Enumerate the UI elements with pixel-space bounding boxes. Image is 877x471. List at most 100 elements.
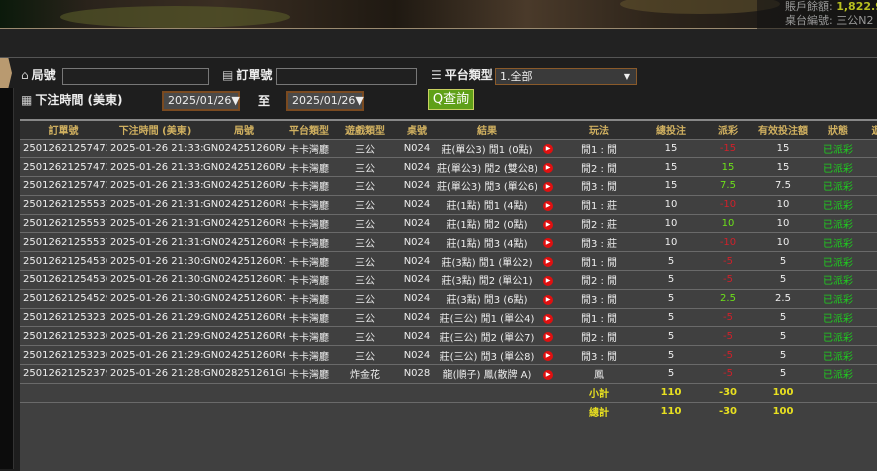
- video-cell: ▶: [537, 364, 559, 384]
- to-label: 至: [258, 94, 271, 108]
- cell-table-no: N024: [397, 288, 437, 309]
- platform-select[interactable]: 1.全部 ▼: [495, 68, 637, 85]
- play-video-icon[interactable]: ▶: [543, 163, 553, 174]
- cell-platform: 卡卡灣廳: [285, 326, 333, 346]
- cell-valid-bet: 5: [753, 307, 813, 327]
- cell-bet-time: 2025-01-26 21:29:04: [107, 345, 203, 365]
- cell-table-no: N024: [397, 270, 437, 290]
- cell-play-type: 閒1 : 莊: [559, 194, 639, 215]
- header-game-correction: 遊戲校正: [863, 121, 877, 139]
- play-video-icon[interactable]: ▶: [543, 238, 553, 249]
- cell-game-correction: -: [863, 270, 877, 290]
- play-video-icon[interactable]: ▶: [543, 369, 553, 380]
- play-video-icon[interactable]: ▶: [543, 294, 553, 305]
- spacer: [863, 382, 877, 403]
- video-cell: ▶: [537, 270, 559, 290]
- cell-round-no: GN024251260R8: [203, 194, 285, 215]
- table-row: 2501262125323082025-01-26 21:29:04GN0242…: [20, 345, 877, 365]
- play-video-icon[interactable]: ▶: [543, 313, 553, 324]
- play-video-icon[interactable]: ▶: [543, 275, 553, 286]
- cell-game-correction: -: [863, 213, 877, 233]
- cell-game-type: 炸金花: [333, 364, 397, 384]
- table-row: 2501262125237932025-01-26 21:28:02GN0282…: [20, 364, 877, 384]
- order-label: ▤ 訂單號: [222, 66, 272, 83]
- cell-game-type: 三公: [333, 138, 397, 158]
- play-video-icon[interactable]: ▶: [543, 144, 553, 155]
- header-table-no: 桌號: [397, 121, 437, 139]
- cell-valid-bet: 15: [753, 138, 813, 158]
- cell-status: 已派彩: [813, 138, 863, 158]
- header-result: 結果: [437, 121, 537, 139]
- play-video-icon[interactable]: ▶: [543, 200, 553, 211]
- table-row: 2501262125553702025-01-26 21:31:46GN0242…: [20, 232, 877, 252]
- table-row: 2501262125747242025-01-26 21:33:53GN0242…: [20, 176, 877, 196]
- cell-payout: 10: [703, 213, 753, 233]
- cell-play-type: 閒1 : 閒: [559, 138, 639, 158]
- cell-total-bet: 10: [639, 232, 703, 252]
- cell-payout: -5: [703, 270, 753, 290]
- order-input[interactable]: [276, 68, 417, 85]
- cell-play-type: 閒1 : 閒: [559, 251, 639, 271]
- cell-round-no: GN024251260R7: [203, 270, 285, 290]
- panel-tab-handle[interactable]: [0, 58, 12, 88]
- date-from-picker[interactable]: 2025/01/26▼: [162, 91, 240, 111]
- cell-status: 已派彩: [813, 232, 863, 252]
- video-cell: ▶: [537, 138, 559, 158]
- cell-order-no: 250126212532309: [20, 326, 107, 346]
- cell-total-bet: 5: [639, 364, 703, 384]
- cell-valid-bet: 15: [753, 157, 813, 177]
- video-cell: ▶: [537, 307, 559, 327]
- platform-selected: 1.全部: [500, 70, 533, 83]
- cell-bet-time: 2025-01-26 21:30:33: [107, 270, 203, 290]
- play-video-icon[interactable]: ▶: [543, 181, 553, 192]
- cell-bet-time: 2025-01-26 21:33:53: [107, 157, 203, 177]
- cell-bet-time: 2025-01-26 21:31:46: [107, 194, 203, 215]
- cell-payout: -5: [703, 307, 753, 327]
- platform-label: ☰ 平台類型: [431, 66, 493, 83]
- cell-total-bet: 5: [639, 251, 703, 271]
- cell-game-type: 三公: [333, 232, 397, 252]
- cell-result: 莊(3點) 閒1 (單公2): [437, 251, 537, 271]
- cell-order-no: 250126212545301: [20, 251, 107, 271]
- cell-total-bet: 15: [639, 157, 703, 177]
- summary-valid-bet: 100: [753, 382, 813, 403]
- cell-payout: -5: [703, 345, 753, 365]
- cell-result: 莊(單公3) 閒2 (雙公8): [437, 157, 537, 177]
- video-cell: ▶: [537, 251, 559, 271]
- header-video: [537, 121, 559, 139]
- cell-play-type: 閒3 : 莊: [559, 232, 639, 252]
- table-row: 2501262125553712025-01-26 21:31:46GN0242…: [20, 213, 877, 233]
- round-input[interactable]: [62, 68, 209, 85]
- query-button[interactable]: Q查詢: [428, 89, 474, 110]
- header-platform: 平台類型: [285, 121, 333, 139]
- cell-result: 莊(1點) 閒2 (0點): [437, 213, 537, 233]
- cell-total-bet: 5: [639, 326, 703, 346]
- cell-valid-bet: 5: [753, 251, 813, 271]
- play-video-icon[interactable]: ▶: [543, 257, 553, 268]
- cell-valid-bet: 10: [753, 232, 813, 252]
- cell-bet-time: 2025-01-26 21:30:33: [107, 251, 203, 271]
- date-to-picker[interactable]: 2025/01/26▼: [286, 91, 364, 111]
- cell-total-bet: 5: [639, 307, 703, 327]
- cell-table-no: N024: [397, 307, 437, 327]
- cell-order-no: 250126212555371: [20, 213, 107, 233]
- cell-game-type: 三公: [333, 345, 397, 365]
- spacer: [20, 382, 559, 403]
- bet-records-table: 訂單號 下注時間 (美東) 局號 平台類型 遊戲類型 桌號 結果 玩法 總投注 派彩 有效投注額 狀態…: [20, 119, 877, 471]
- cell-round-no: GN024251260R7: [203, 251, 285, 271]
- cell-platform: 卡卡灣廳: [285, 176, 333, 196]
- play-video-icon[interactable]: ▶: [543, 219, 553, 230]
- play-video-icon[interactable]: ▶: [543, 332, 553, 343]
- cell-platform: 卡卡灣廳: [285, 157, 333, 177]
- summary-label: 總計: [559, 401, 639, 421]
- cell-status: 已派彩: [813, 157, 863, 177]
- play-video-icon[interactable]: ▶: [543, 351, 553, 362]
- table-value: 三公N2: [836, 14, 874, 27]
- cell-platform: 卡卡灣廳: [285, 345, 333, 365]
- cell-bet-time: 2025-01-26 21:33:53: [107, 176, 203, 196]
- cell-game-type: 三公: [333, 251, 397, 271]
- summary-valid-bet: 100: [753, 401, 813, 421]
- cell-play-type: 閒3 : 閒: [559, 288, 639, 309]
- cell-game-type: 三公: [333, 213, 397, 233]
- cell-status: 已派彩: [813, 326, 863, 346]
